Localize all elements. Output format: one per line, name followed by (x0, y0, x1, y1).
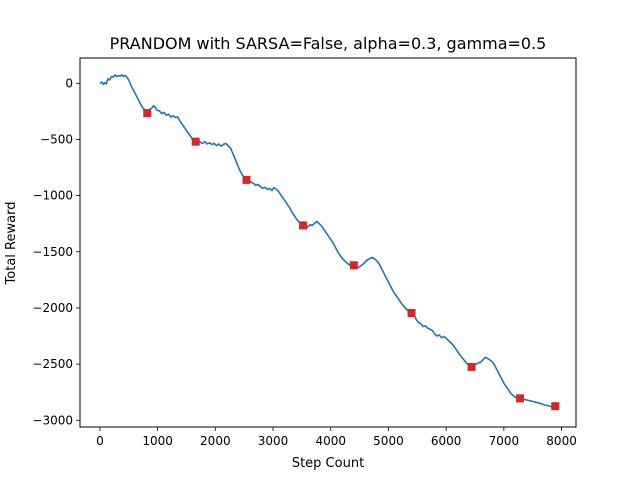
x-tick-label: 1000 (142, 434, 173, 448)
y-axis: 0 −500 −1000 −1500 −2000 −2500 −3000 (32, 76, 80, 427)
marker-point (299, 221, 308, 230)
marker-point (551, 402, 560, 411)
marker-point (191, 137, 200, 146)
plot-area (80, 58, 576, 427)
x-tick-label: 4000 (315, 434, 346, 448)
x-tick-label: 5000 (373, 434, 404, 448)
marker-point (467, 362, 476, 371)
y-tick-label: −2000 (32, 301, 73, 315)
marker-point (143, 109, 152, 118)
x-tick-label: 7000 (489, 434, 520, 448)
y-tick-label: −500 (40, 132, 73, 146)
marker-point (407, 308, 416, 317)
y-tick-label: 0 (65, 76, 73, 90)
x-tick-label: 2000 (200, 434, 231, 448)
chart-title: PRANDOM with SARSA=False, alpha=0.3, gam… (110, 34, 547, 53)
x-tick-label: 6000 (431, 434, 462, 448)
y-tick-label: −2500 (32, 357, 73, 371)
plot-frame (79, 57, 577, 428)
marker-point (349, 261, 358, 270)
y-tick-label: −1000 (32, 189, 73, 203)
x-tick-label: 8000 (546, 434, 577, 448)
x-tick-label: 0 (96, 434, 104, 448)
x-tick-label: 3000 (258, 434, 289, 448)
x-axis-label: Step Count (292, 456, 364, 471)
marker-point (242, 175, 251, 184)
y-axis-label: Total Reward (4, 202, 19, 286)
x-axis: 0 1000 2000 3000 4000 5000 6000 7000 8000 (96, 427, 577, 448)
series-line (99, 74, 557, 409)
y-tick-label: −1500 (32, 245, 73, 259)
data-layer (99, 74, 560, 411)
y-tick-label: −3000 (32, 413, 73, 427)
marker-point (516, 394, 525, 403)
